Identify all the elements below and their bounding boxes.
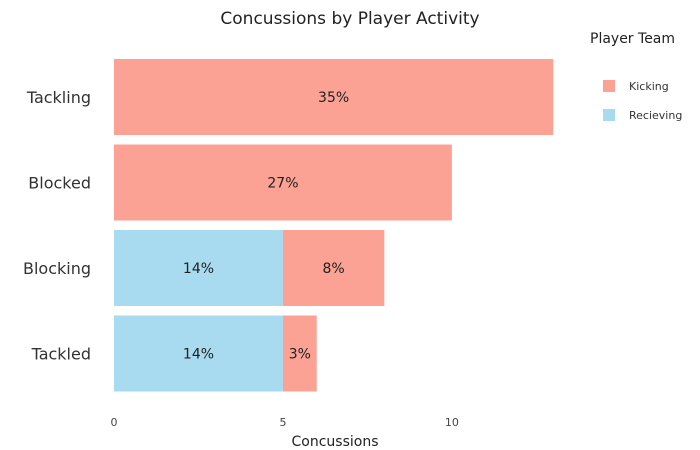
bar-label-blocking-recieving: 14% (183, 261, 214, 277)
category-axis: Tackling Blocked Blocking Tackled (23, 88, 91, 364)
legend-swatch-recieving (603, 109, 615, 121)
legend-title: Player Team (590, 31, 675, 47)
bar-tackling-kicking (114, 59, 554, 135)
bar-label-blocking-kicking: 8% (323, 261, 345, 277)
bar-blocking-recieving (114, 230, 283, 306)
bar-label-tackled-kicking: 3% (289, 347, 311, 363)
plot-area: 35% 27% 14% 8% 14% 3% (114, 59, 554, 392)
legend-label-recieving: Recieving (629, 109, 682, 122)
chart-title: Concussions by Player Activity (220, 9, 479, 29)
bar-label-blocked-kicking: 27% (267, 176, 298, 192)
category-label-blocking: Blocking (23, 259, 91, 278)
category-label-tackled: Tackled (31, 345, 91, 364)
bar-tackled-recieving (114, 315, 283, 392)
legend: Player Team Kicking Recieving (590, 31, 682, 122)
legend-label-kicking: Kicking (629, 80, 669, 93)
legend-swatch-kicking (603, 80, 615, 92)
x-axis-title: Concussions (292, 434, 379, 450)
bar-blocked-kicking (114, 144, 452, 221)
value-axis: 0 5 10 (111, 416, 459, 429)
bar-blocking-kicking (282, 230, 385, 306)
bar-tackled-kicking (282, 315, 317, 392)
x-tick-label-0: 0 (111, 416, 118, 429)
x-tick-label-10: 10 (445, 416, 459, 429)
category-label-tackling: Tackling (26, 88, 91, 107)
bar-label-tackling-kicking: 35% (318, 90, 349, 106)
category-label-blocked: Blocked (28, 174, 91, 193)
bar-label-tackled-recieving: 14% (183, 347, 214, 363)
x-tick-label-5: 5 (279, 416, 286, 429)
